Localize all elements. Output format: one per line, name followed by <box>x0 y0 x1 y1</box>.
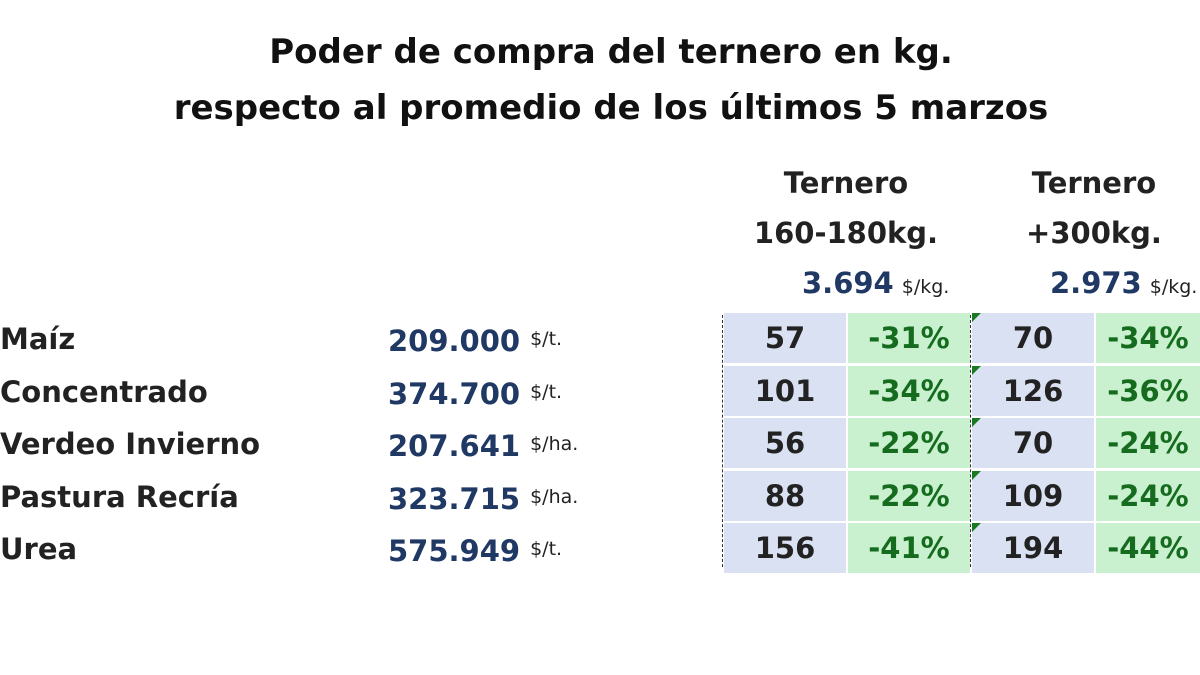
table-cell-pct-col-1: -31% <box>848 313 970 363</box>
table-row-label: Maíz <box>0 322 76 356</box>
table-cell-pct-col-1: -22% <box>848 471 970 521</box>
table-row-label: Verdeo Invierno <box>0 427 261 461</box>
cell-flag-marker <box>972 523 981 532</box>
table-cell-kg-col-1: 101 <box>724 366 846 416</box>
table-cell-kg-col-2: 194 <box>972 523 1094 573</box>
table-row-price-value: 575.949 <box>388 534 521 568</box>
table-cell-pct-col-1: -41% <box>848 523 970 573</box>
table-row-price-value: 207.641 <box>388 429 521 463</box>
chart-title-line-2: respecto al promedio de los últimos 5 ma… <box>173 88 1049 128</box>
table-cell-pct-col-1: -22% <box>848 418 970 468</box>
table-row-price: 575.949 $/t. <box>388 523 562 575</box>
table-cell-kg-col-1: 56 <box>724 418 846 468</box>
column-1-header-line-2: 160-180kg. <box>753 216 939 250</box>
table-row-label: Pastura Recría <box>0 480 239 514</box>
table-row-price: 207.641 $/ha. <box>388 418 578 470</box>
cell-flag-marker <box>972 366 981 375</box>
table-cell-kg-col-2: 70 <box>972 313 1094 363</box>
table-row-price: 323.715 $/ha. <box>388 471 578 523</box>
table-row-price-value: 209.000 <box>388 324 521 358</box>
column-2-header-line-2: +300kg. <box>1026 216 1162 250</box>
table-cell-kg-col-2: 109 <box>972 471 1094 521</box>
column-2-header-line-1: Ternero <box>1031 166 1157 200</box>
table-cell-kg-col-2: 70 <box>972 418 1094 468</box>
table-cell-kg-col-1: 57 <box>724 313 846 363</box>
table-row-price: 374.700 $/t. <box>388 366 562 418</box>
column-2-price: 2.973 $/kg. <box>1050 266 1197 300</box>
table-cell-pct-col-2: -44% <box>1096 523 1200 573</box>
column-1-separator <box>722 315 723 567</box>
table-row-price-unit: $/t. <box>530 381 563 403</box>
table-row-price-unit: $/t. <box>530 538 563 560</box>
column-2-separator <box>970 315 971 567</box>
cell-flag-marker <box>972 471 981 480</box>
table-row-price: 209.000 $/t. <box>388 313 562 365</box>
table-row-price-unit: $/ha. <box>530 486 579 508</box>
table-row-price-unit: $/t. <box>530 328 563 350</box>
cell-flag-marker <box>972 418 981 427</box>
table-row-label: Concentrado <box>0 375 208 409</box>
table-row-price-value: 374.700 <box>388 377 521 411</box>
column-1-price-value: 3.694 <box>802 266 894 300</box>
table-cell-kg-col-1: 88 <box>724 471 846 521</box>
table-cell-kg-col-1: 156 <box>724 523 846 573</box>
cell-flag-marker <box>972 313 981 322</box>
column-1-price-unit: $/kg. <box>901 276 950 298</box>
table-cell-pct-col-2: -36% <box>1096 366 1200 416</box>
table-cell-pct-col-2: -24% <box>1096 471 1200 521</box>
table-cell-pct-col-1: -34% <box>848 366 970 416</box>
table-cell-kg-col-2: 126 <box>972 366 1094 416</box>
column-1-header-line-1: Ternero <box>783 166 909 200</box>
chart-title-line-1: Poder de compra del ternero en kg. <box>269 32 953 72</box>
table-row-price-value: 323.715 <box>388 482 521 516</box>
table-row-label: Urea <box>0 532 78 566</box>
column-2-price-unit: $/kg. <box>1149 276 1198 298</box>
column-1-price: 3.694 $/kg. <box>802 266 949 300</box>
table-cell-pct-col-2: -34% <box>1096 313 1200 363</box>
column-2-price-value: 2.973 <box>1050 266 1142 300</box>
table-row-price-unit: $/ha. <box>530 433 579 455</box>
table-cell-pct-col-2: -24% <box>1096 418 1200 468</box>
